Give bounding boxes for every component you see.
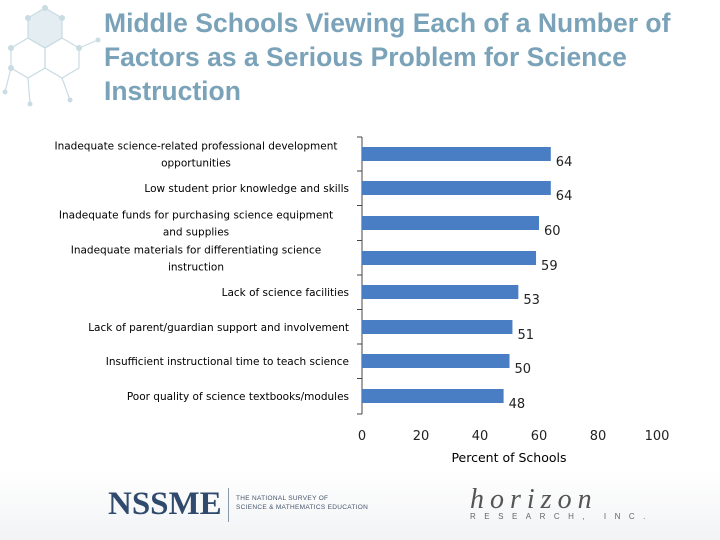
x-tick-label: 40 — [472, 429, 489, 444]
bar-chart: 64 Inadequate science-related professiona… — [55, 136, 670, 465]
bar — [362, 389, 504, 403]
nssme-logo-subtitle: THE NATIONAL SURVEY OF SCIENCE & MATHEMA… — [236, 495, 369, 511]
bar — [362, 320, 513, 334]
data-label: 50 — [515, 362, 532, 377]
nssme-logo: NSSME — [108, 486, 222, 522]
bar — [362, 181, 551, 195]
category-label: Insufficient instructional time to teach… — [106, 356, 349, 368]
data-label: 48 — [509, 397, 526, 412]
bar — [362, 285, 519, 299]
hexagon-molecule-decoration — [2, 5, 101, 107]
category-label: opportunities — [161, 158, 231, 170]
category-label: Inadequate funds for purchasing science … — [59, 210, 333, 222]
data-label: 64 — [556, 189, 573, 204]
category-label: Low student prior knowledge and skills — [144, 183, 349, 195]
category-label: and supplies — [163, 227, 229, 239]
x-tick-label: 0 — [358, 429, 366, 444]
category-label: Inadequate science-related professional … — [55, 141, 338, 153]
data-label: 60 — [544, 224, 561, 239]
x-tick-label: 20 — [413, 429, 430, 444]
category-label: Lack of science facilities — [222, 287, 349, 299]
x-tick-label: 80 — [590, 429, 607, 444]
data-label: 64 — [556, 155, 573, 170]
category-label: Lack of parent/guardian support and invo… — [88, 322, 349, 334]
category-label: Inadequate materials for differentiating… — [71, 245, 322, 257]
bar — [362, 216, 539, 230]
data-label: 53 — [523, 293, 540, 308]
page-title: Middle Schools Viewing Each of a Number … — [104, 8, 671, 106]
data-label: 51 — [517, 328, 534, 343]
logo-divider — [228, 488, 229, 522]
data-label: 59 — [541, 259, 558, 274]
x-tick-label: 60 — [531, 429, 548, 444]
footer-band — [0, 470, 720, 540]
x-axis-title: Percent of Schools — [451, 450, 566, 465]
category-label: instruction — [168, 262, 224, 274]
horizon-logo: horizon — [470, 484, 598, 515]
bar — [362, 354, 510, 368]
horizon-logo-subtitle: RESEARCH, INC. — [470, 512, 654, 521]
bar — [362, 251, 537, 265]
x-tick-label: 100 — [645, 429, 670, 444]
bar — [362, 147, 551, 161]
category-label: Poor quality of science textbooks/module… — [127, 391, 349, 403]
